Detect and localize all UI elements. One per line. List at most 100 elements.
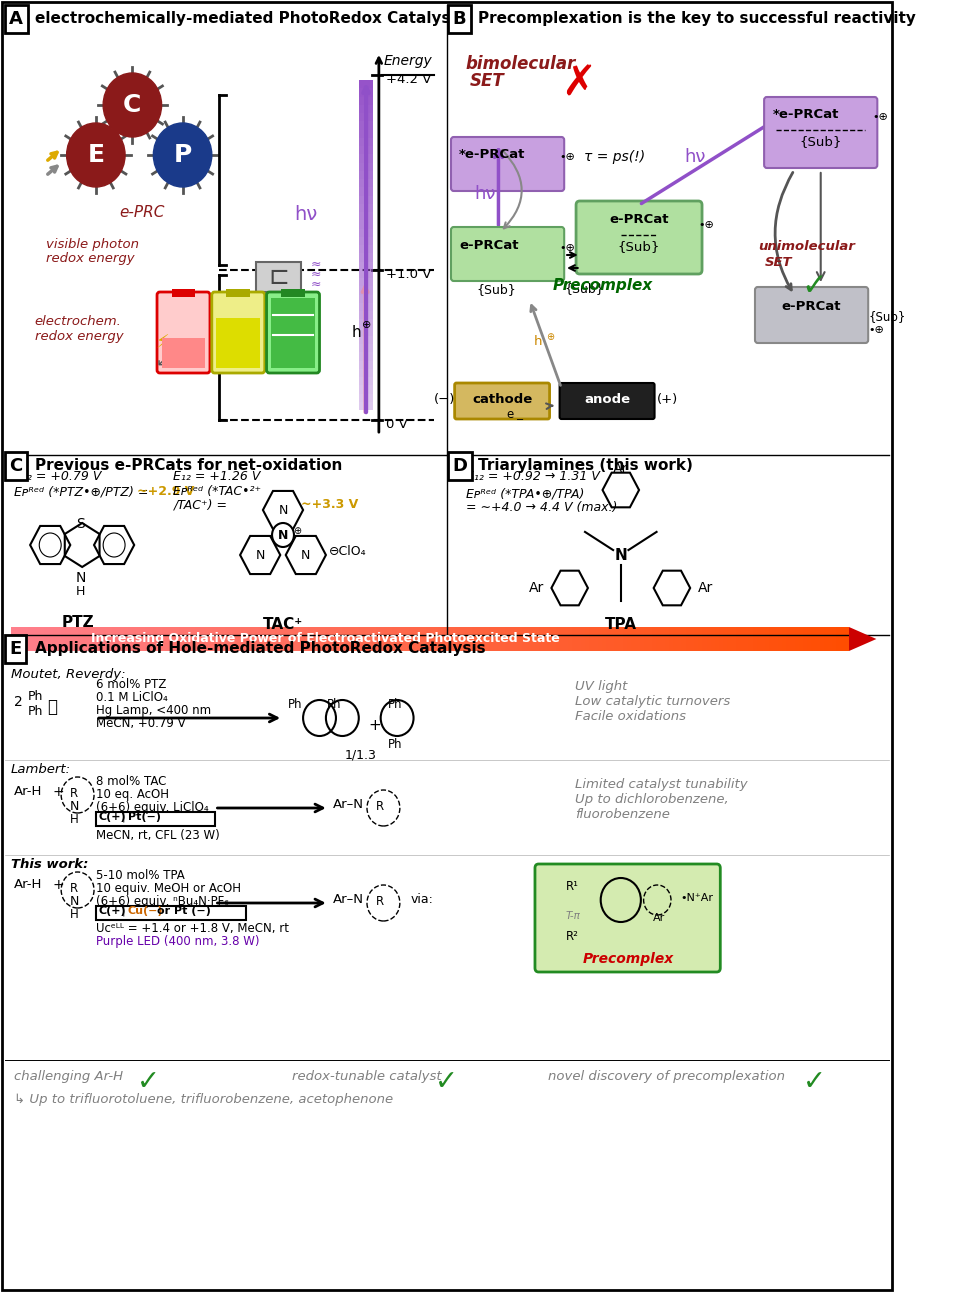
- Bar: [166, 627, 170, 651]
- Text: 6 mol% PTZ: 6 mol% PTZ: [96, 678, 166, 691]
- Bar: [392, 627, 396, 651]
- Bar: [643, 627, 647, 651]
- Text: Ph: Ph: [288, 698, 302, 711]
- Bar: [371, 627, 376, 651]
- Text: N: N: [614, 548, 627, 562]
- Bar: [622, 627, 627, 651]
- Bar: [283, 627, 288, 651]
- Bar: [358, 270, 373, 278]
- Text: R²: R²: [565, 930, 578, 943]
- Bar: [651, 627, 656, 651]
- Text: Eᴘᴿᵉᵈ (*PTZ•⊕/PTZ) =: Eᴘᴿᵉᵈ (*PTZ•⊕/PTZ) =: [14, 484, 152, 497]
- Text: ⚡: ⚡: [156, 333, 169, 351]
- Bar: [358, 353, 373, 360]
- Bar: [585, 627, 589, 651]
- Text: {Sub}: {Sub}: [867, 310, 905, 323]
- Text: B: B: [453, 10, 466, 28]
- Text: TAC⁺: TAC⁺: [263, 618, 303, 632]
- Text: Ar-H: Ar-H: [14, 879, 42, 891]
- Text: A: A: [9, 10, 22, 28]
- Bar: [358, 336, 373, 344]
- Circle shape: [154, 123, 211, 187]
- Bar: [417, 627, 422, 651]
- Bar: [128, 627, 133, 651]
- Text: E₁₂ = +0.92 → 1.31 V: E₁₂ = +0.92 → 1.31 V: [466, 470, 599, 483]
- Bar: [556, 627, 559, 651]
- FancyBboxPatch shape: [156, 292, 209, 373]
- Text: TPA: TPA: [604, 618, 636, 632]
- Bar: [706, 627, 710, 651]
- Text: This work:: This work:: [11, 858, 88, 871]
- Bar: [727, 627, 732, 651]
- Bar: [62, 627, 66, 651]
- Text: Eᴘᴿᵉᵈ (*TAC•²⁺: Eᴘᴿᵉᵈ (*TAC•²⁺: [173, 484, 261, 497]
- Bar: [253, 627, 258, 651]
- Text: C(+): C(+): [99, 906, 126, 916]
- Bar: [157, 627, 162, 651]
- Text: C(+): C(+): [99, 811, 126, 822]
- Text: ⊕: ⊕: [362, 320, 372, 329]
- Bar: [354, 627, 359, 651]
- Bar: [358, 394, 373, 402]
- Text: Purple LED (400 nm, 3.8 W): Purple LED (400 nm, 3.8 W): [96, 935, 259, 948]
- Bar: [635, 627, 640, 651]
- FancyBboxPatch shape: [211, 292, 264, 373]
- Text: Limited catalyst tunability: Limited catalyst tunability: [574, 778, 747, 791]
- Text: N: N: [69, 800, 78, 813]
- Text: Ar-H: Ar-H: [14, 786, 42, 798]
- Bar: [710, 627, 715, 651]
- Bar: [823, 627, 827, 651]
- Bar: [748, 627, 752, 651]
- Text: Ph: Ph: [387, 738, 402, 751]
- Bar: [170, 627, 175, 651]
- Text: •⊕: •⊕: [871, 112, 888, 121]
- Text: {Sub}: {Sub}: [799, 134, 841, 149]
- Bar: [719, 627, 723, 651]
- Bar: [171, 289, 196, 297]
- Text: (6+6) equiv. LiClO₄: (6+6) equiv. LiClO₄: [96, 801, 208, 814]
- Bar: [358, 368, 373, 377]
- Bar: [196, 627, 200, 651]
- Text: MeCN, +0.79 V: MeCN, +0.79 V: [96, 717, 185, 730]
- Bar: [358, 245, 373, 253]
- Bar: [396, 627, 401, 651]
- Bar: [681, 627, 686, 651]
- Bar: [689, 627, 693, 651]
- Bar: [358, 253, 373, 261]
- Bar: [358, 261, 373, 270]
- Bar: [73, 627, 78, 651]
- Bar: [765, 627, 769, 651]
- Bar: [358, 121, 373, 129]
- Bar: [212, 627, 216, 651]
- Bar: [422, 627, 425, 651]
- Bar: [96, 811, 214, 826]
- Bar: [752, 627, 757, 651]
- Bar: [367, 627, 372, 651]
- Bar: [773, 627, 778, 651]
- Text: *e-PRCat: *e-PRCat: [772, 109, 838, 121]
- Bar: [341, 627, 346, 651]
- Text: +4.2 V: +4.2 V: [385, 74, 431, 87]
- Bar: [317, 627, 321, 651]
- Text: or Pt (−): or Pt (−): [156, 906, 210, 916]
- Bar: [154, 627, 157, 651]
- Bar: [475, 627, 480, 651]
- Bar: [358, 327, 373, 336]
- Bar: [433, 627, 438, 651]
- Circle shape: [103, 74, 161, 137]
- Text: |: |: [121, 906, 125, 916]
- Bar: [145, 627, 150, 651]
- Bar: [275, 627, 280, 651]
- Text: Ar: Ar: [652, 913, 664, 922]
- FancyBboxPatch shape: [534, 864, 720, 972]
- Circle shape: [67, 123, 125, 187]
- Bar: [497, 627, 501, 651]
- Text: e-PRCat: e-PRCat: [459, 239, 518, 252]
- Text: electrochemically-mediated PhotoRedox Catalysis: electrochemically-mediated PhotoRedox Ca…: [34, 12, 464, 26]
- Bar: [567, 627, 572, 651]
- Bar: [36, 627, 41, 651]
- Bar: [358, 295, 373, 302]
- Bar: [835, 627, 840, 651]
- Bar: [387, 627, 392, 651]
- Bar: [224, 627, 229, 651]
